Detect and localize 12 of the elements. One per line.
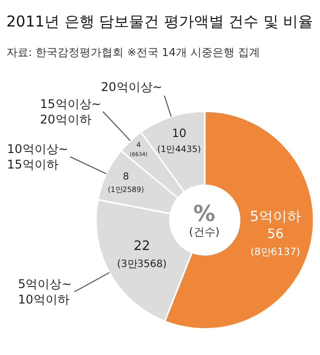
slice-label: 5억이상~ 10억이하 xyxy=(18,277,72,307)
slice-label: 15억이상~ 20억이하 xyxy=(40,97,102,127)
slice-label: 5억이하 xyxy=(250,209,301,226)
chart-title: 2011년 은행 담보물건 평가액별 건수 및 비율 xyxy=(6,12,314,30)
data-label: 56 (8만6137) xyxy=(250,227,300,258)
data-label: 10 (1만4435) xyxy=(157,126,201,155)
chart-subtitle: 자료: 한국감정평가협회 ※전국 14개 시중은행 집계 xyxy=(6,46,260,59)
slice-label: 10억이상~ 15억이하 xyxy=(7,142,68,172)
data-label: 22 (3만3568) xyxy=(117,239,167,270)
data-label: 8 (1만2589) xyxy=(108,172,144,194)
text: % (건수) xyxy=(189,202,220,238)
slice-label: 20억이상~ xyxy=(101,80,162,94)
